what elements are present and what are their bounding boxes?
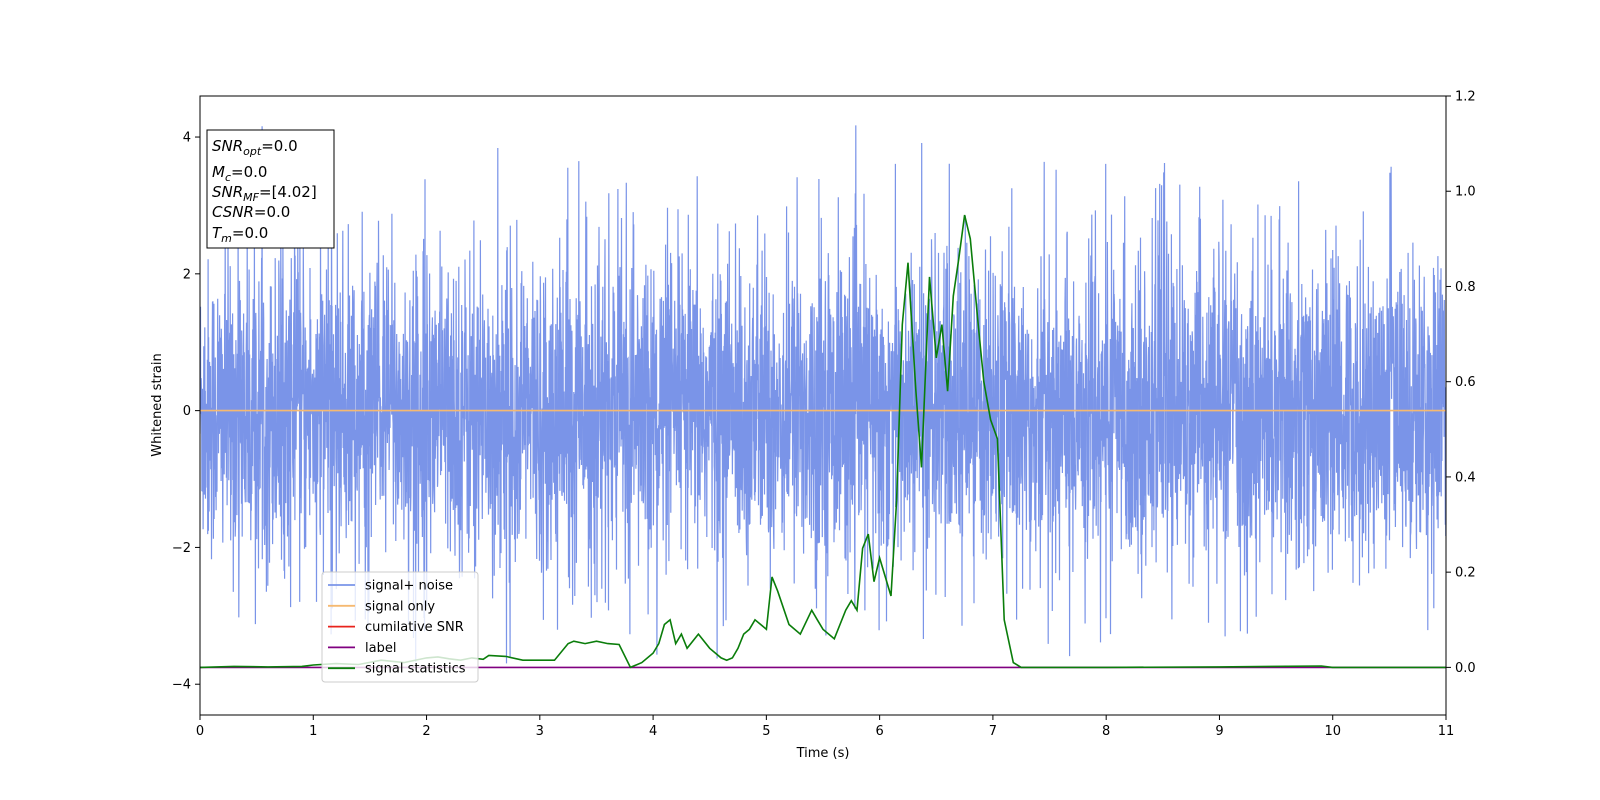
info-line: Mc=0.0 bbox=[212, 163, 267, 184]
y-tick-label: −4 bbox=[172, 678, 191, 693]
x-tick-label: 2 bbox=[422, 724, 430, 739]
legend-frame bbox=[321, 571, 479, 683]
y2-tick-label: 0.6 bbox=[1455, 375, 1476, 390]
y2-tick-label: 1.0 bbox=[1455, 185, 1476, 200]
info-line: Tm=0.0 bbox=[212, 224, 268, 245]
y-tick-label: 2 bbox=[183, 267, 191, 282]
x-tick-label: 4 bbox=[649, 724, 657, 739]
legend-entry: cumilative SNR bbox=[365, 620, 464, 635]
axes-frame bbox=[199, 95, 1447, 716]
y2-tick-label: 0.8 bbox=[1455, 280, 1476, 295]
x-tick-label: 8 bbox=[1102, 724, 1110, 739]
legend: signal+ noise signal only cumilative SNR la… bbox=[321, 571, 479, 683]
y-tick-label: 4 bbox=[183, 131, 191, 146]
y2-tick-label: 0.0 bbox=[1455, 661, 1476, 676]
series-line-4 bbox=[200, 214, 1446, 669]
x-tick-label: 1 bbox=[309, 724, 317, 739]
x-tick-label: 3 bbox=[536, 724, 544, 739]
x-tick-label: 10 bbox=[1324, 724, 1341, 739]
info-line: SNRopt=0.0 bbox=[212, 137, 298, 158]
y-tick-label: 0 bbox=[183, 404, 191, 419]
x-tick-label: 11 bbox=[1438, 724, 1455, 739]
y2-tick-label: 1.2 bbox=[1455, 90, 1476, 105]
y-axis-title: Whitened strain bbox=[150, 353, 165, 456]
legend-entry: signal only bbox=[365, 599, 435, 614]
legend-entry: signal statistics bbox=[365, 662, 466, 677]
x-tick-label: 6 bbox=[875, 724, 883, 739]
info-line: CSNR=0.0 bbox=[212, 203, 290, 221]
x-tick-label: 0 bbox=[196, 724, 204, 739]
series-signal-noise-line bbox=[200, 125, 1446, 664]
y2-tick-label: 0.2 bbox=[1455, 566, 1476, 581]
x-tick-label: 5 bbox=[762, 724, 770, 739]
x-tick-label: 7 bbox=[989, 724, 997, 739]
axis-ticks: 0 1 2 3 4 5 6 7 8 9 10 11 −4 −2 0 2 4 0.0 0.2 0.4 0.6 0.8 1.0 1… bbox=[172, 90, 1476, 740]
x-tick-label: 9 bbox=[1215, 724, 1223, 739]
legend-entry: label bbox=[365, 641, 396, 656]
info-line: SNRMF=[4.02] bbox=[212, 183, 317, 204]
legend-entry: signal+ noise bbox=[365, 579, 453, 594]
info-box-frame bbox=[206, 129, 335, 249]
x-axis-title: Time (s) bbox=[796, 746, 850, 761]
y-tick-label: −2 bbox=[172, 541, 191, 556]
y2-tick-label: 0.4 bbox=[1455, 470, 1476, 485]
